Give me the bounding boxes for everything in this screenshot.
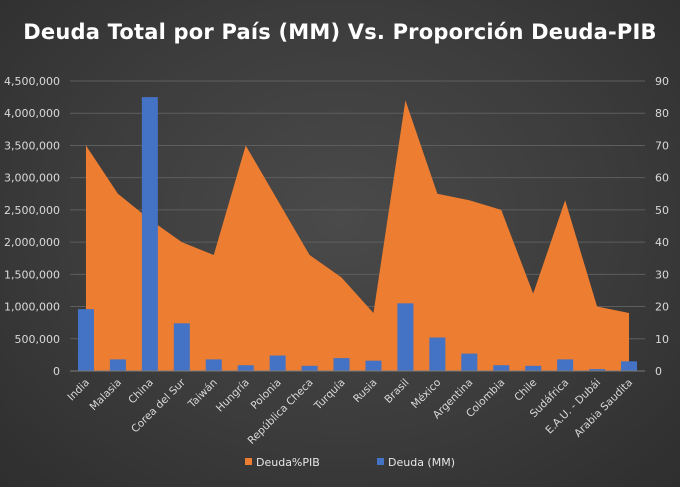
x-category-label: Turquía bbox=[311, 377, 347, 413]
bar-deuda-mm bbox=[301, 365, 318, 371]
bar-deuda-mm bbox=[269, 355, 286, 371]
y-left-tick-label: 1,500,000 bbox=[4, 268, 60, 281]
bar-deuda-mm bbox=[525, 365, 542, 371]
y-left-tick-label: 500,000 bbox=[15, 333, 61, 346]
y-left-tick-label: 3,000,000 bbox=[4, 172, 60, 185]
y-left-tick-label: 4,500,000 bbox=[4, 75, 60, 88]
bar-deuda-mm bbox=[365, 360, 382, 371]
x-category-label: China bbox=[126, 377, 156, 407]
y-left-tick-label: 4,000,000 bbox=[4, 107, 60, 120]
bar-deuda-mm bbox=[237, 365, 254, 371]
bar-deuda-mm bbox=[109, 359, 126, 371]
x-category-label: E.A.U. - Dubái bbox=[543, 377, 603, 437]
x-category-label: Malasia bbox=[88, 377, 125, 414]
legend-swatch bbox=[245, 458, 252, 465]
x-category-label: Rusia bbox=[351, 377, 380, 406]
y-left-tick-label: 2,500,000 bbox=[4, 204, 60, 217]
y-right-tick-label: 40 bbox=[655, 236, 669, 249]
legend-label: Deuda (MM) bbox=[388, 456, 455, 469]
y-right-tick-label: 90 bbox=[655, 75, 669, 88]
y-left-tick-label: 0 bbox=[53, 365, 60, 378]
bar-deuda-mm bbox=[461, 353, 478, 371]
x-category-label: India bbox=[65, 377, 92, 404]
bar-deuda-mm bbox=[205, 359, 222, 371]
chart-title: Deuda Total por País (MM) Vs. Proporción… bbox=[23, 20, 657, 44]
legend-swatch bbox=[377, 458, 384, 465]
legend-label: Deuda%PIB bbox=[256, 456, 320, 469]
bar-deuda-mm bbox=[493, 365, 510, 371]
bar-deuda-mm bbox=[397, 303, 414, 371]
y-right-tick-label: 10 bbox=[655, 333, 669, 346]
y-right-tick-label: 0 bbox=[655, 365, 662, 378]
y-right-tick-label: 30 bbox=[655, 268, 669, 281]
bar-deuda-mm bbox=[77, 309, 94, 371]
x-category-label: Hungría bbox=[214, 377, 252, 415]
bar-deuda-mm bbox=[621, 361, 638, 371]
x-category-label: Arabia Saudita bbox=[572, 377, 635, 440]
y-right-tick-label: 60 bbox=[655, 172, 669, 185]
area-series-deuda-pib bbox=[85, 100, 630, 371]
bar-deuda-mm bbox=[333, 358, 350, 371]
y-left-tick-label: 3,500,000 bbox=[4, 139, 60, 152]
bar-deuda-mm bbox=[173, 323, 190, 371]
y-right-tick-label: 70 bbox=[655, 139, 669, 152]
bar-deuda-mm bbox=[557, 359, 574, 371]
bar-deuda-mm bbox=[429, 337, 446, 371]
x-category-label: Brasil bbox=[382, 377, 411, 406]
y-right-tick-label: 50 bbox=[655, 204, 669, 217]
y-right-tick-label: 80 bbox=[655, 107, 669, 120]
x-category-label: Chile bbox=[512, 377, 539, 404]
bar-deuda-mm bbox=[141, 97, 158, 371]
y-left-tick-label: 1,000,000 bbox=[4, 301, 60, 314]
y-left-tick-label: 2,000,000 bbox=[4, 236, 60, 249]
bar-deuda-mm bbox=[589, 369, 606, 371]
y-right-tick-label: 20 bbox=[655, 301, 669, 314]
